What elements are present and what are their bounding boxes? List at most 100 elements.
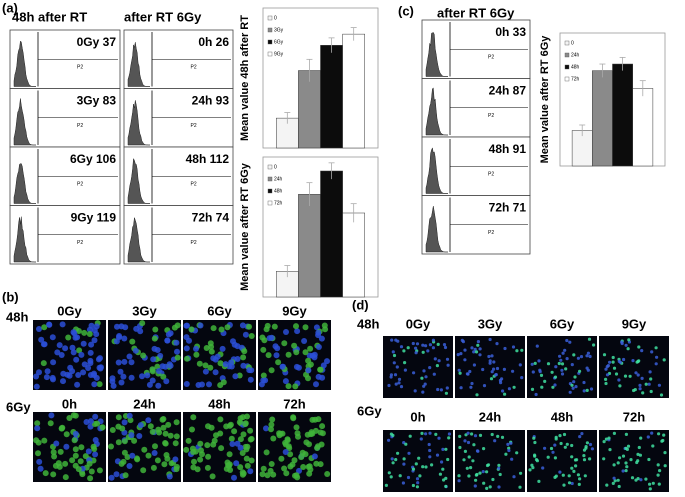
cell xyxy=(167,362,174,369)
legend-swatch xyxy=(267,39,273,45)
cell xyxy=(99,424,106,431)
cell xyxy=(626,444,631,448)
column-label: 24h xyxy=(479,409,501,424)
cell xyxy=(390,457,394,461)
histogram xyxy=(425,32,448,77)
histogram xyxy=(425,87,448,136)
cell xyxy=(412,371,416,375)
cell xyxy=(421,465,425,469)
cell xyxy=(561,351,565,355)
cell xyxy=(324,358,330,365)
cell xyxy=(266,335,273,342)
cell xyxy=(463,348,467,352)
cell xyxy=(582,454,586,458)
cell xyxy=(167,432,174,439)
cell xyxy=(500,435,505,439)
cell xyxy=(92,413,99,420)
cell xyxy=(276,430,283,437)
cell xyxy=(641,391,645,395)
legend-label: 6Gy xyxy=(274,39,284,45)
cell xyxy=(498,378,502,383)
cell xyxy=(558,434,562,438)
cell xyxy=(163,452,170,458)
cell xyxy=(113,471,120,478)
cell xyxy=(469,385,473,389)
cell xyxy=(541,466,545,470)
cell xyxy=(612,366,617,370)
cell xyxy=(550,370,554,374)
cell xyxy=(152,443,158,450)
cell xyxy=(538,370,542,374)
cell xyxy=(141,446,148,453)
cell xyxy=(33,437,40,444)
cell xyxy=(218,445,225,452)
cell xyxy=(391,433,395,437)
cell xyxy=(93,331,100,338)
flow-value: 9Gy 119 xyxy=(71,211,117,225)
cell xyxy=(554,435,558,439)
cell xyxy=(40,341,47,348)
flow-value: 24h 87 xyxy=(489,84,527,98)
histogram xyxy=(127,217,150,263)
cell xyxy=(69,344,76,351)
cell xyxy=(147,423,154,430)
cell xyxy=(485,470,489,474)
cell xyxy=(208,348,215,355)
cell xyxy=(248,333,255,339)
column-label: 0h xyxy=(410,409,425,424)
cell xyxy=(570,363,574,367)
cell xyxy=(86,331,93,337)
cell xyxy=(160,373,167,380)
cell xyxy=(160,416,167,422)
cell xyxy=(197,456,204,463)
cell xyxy=(62,345,69,352)
cell xyxy=(79,471,86,478)
cell xyxy=(481,367,485,372)
cell xyxy=(510,457,514,461)
cell xyxy=(460,338,464,342)
cell xyxy=(208,343,215,350)
legend-label: 48h xyxy=(274,188,283,194)
cell xyxy=(74,381,81,388)
cell xyxy=(428,431,432,435)
cell xyxy=(146,381,153,388)
cell xyxy=(421,350,425,354)
flow-value: 0h 33 xyxy=(495,25,526,39)
cell xyxy=(466,431,470,435)
cell xyxy=(472,363,476,367)
cell xyxy=(475,393,479,397)
cell xyxy=(40,360,47,367)
cell xyxy=(482,384,487,388)
cell xyxy=(35,450,41,457)
cell xyxy=(620,341,624,346)
y-axis-label: Mean value 48h after RT xyxy=(239,15,251,141)
cell xyxy=(267,467,274,474)
cell xyxy=(87,360,94,367)
cell xyxy=(282,439,289,446)
cell xyxy=(313,460,320,467)
cell xyxy=(426,349,430,353)
cell xyxy=(160,424,167,431)
cell xyxy=(279,363,286,370)
cell xyxy=(487,354,491,359)
cell xyxy=(654,346,658,350)
cell xyxy=(283,329,289,335)
cell xyxy=(293,349,300,356)
cell xyxy=(408,434,412,438)
cell xyxy=(247,427,254,434)
cell xyxy=(475,472,479,477)
cell xyxy=(507,446,511,450)
cell xyxy=(498,472,502,477)
cell xyxy=(624,461,628,465)
legend-swatch xyxy=(267,27,273,33)
cell xyxy=(625,465,629,469)
cell xyxy=(115,359,122,366)
cell xyxy=(403,361,407,365)
cell xyxy=(63,443,70,450)
cell xyxy=(233,460,240,467)
cell xyxy=(495,366,500,371)
cell xyxy=(493,439,497,443)
cell xyxy=(428,366,432,370)
cell xyxy=(87,475,94,482)
cell xyxy=(218,326,225,333)
